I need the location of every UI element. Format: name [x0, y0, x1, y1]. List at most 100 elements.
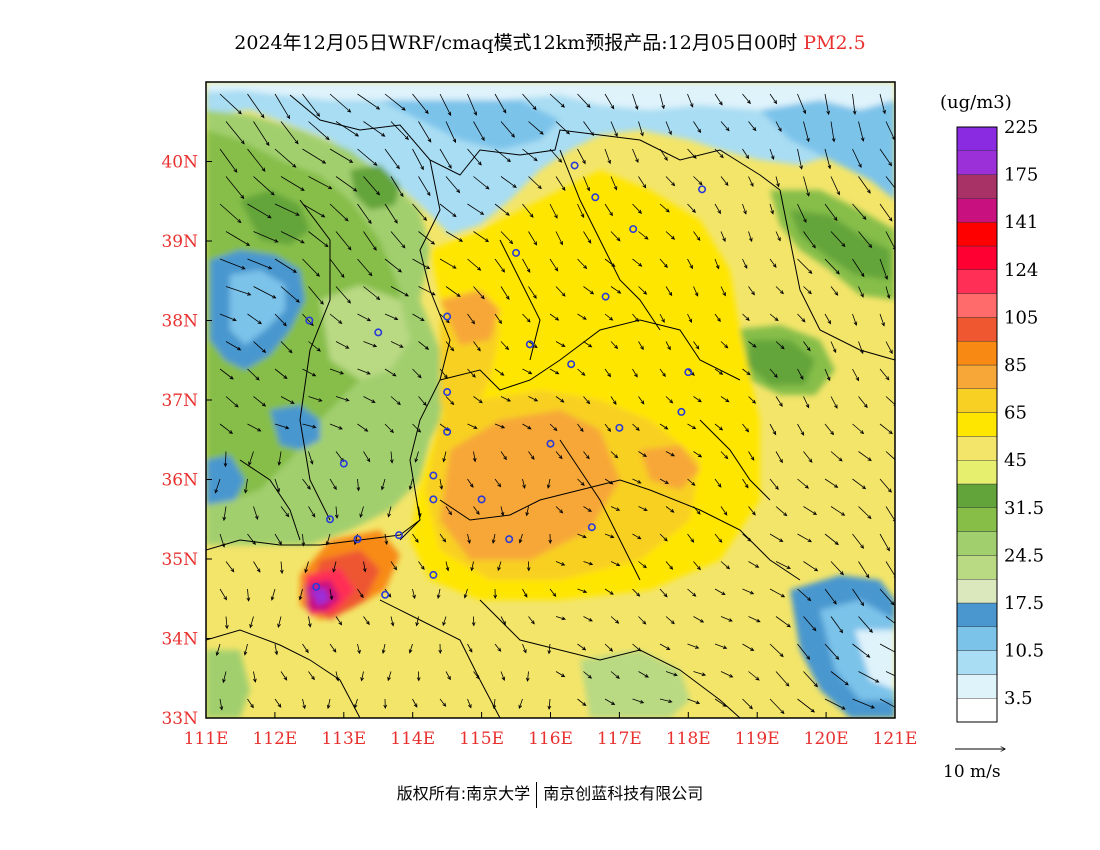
wind-vector — [471, 616, 476, 627]
wind-vector — [583, 396, 591, 405]
station-marker — [587, 523, 596, 532]
wind-vector — [473, 341, 481, 352]
wind-vector — [334, 506, 339, 519]
wind-vector — [438, 643, 443, 655]
colorbar: 3.5 10.5 17.5 24.5 31.5 45 65 85 105 124 141 175 225 — [956, 117, 1044, 723]
wind-vector — [335, 286, 351, 304]
wind-vector — [858, 176, 871, 194]
wind-vector — [414, 451, 419, 463]
wind-vector — [522, 258, 531, 274]
wind-vector — [329, 368, 345, 375]
wind-vector — [632, 313, 639, 323]
colorbar-bin — [956, 507, 998, 532]
wind-vector — [329, 203, 349, 222]
wind-vector — [384, 423, 394, 434]
wind-vector — [769, 148, 775, 160]
wind-vector — [494, 313, 503, 325]
wind-vector — [693, 396, 702, 403]
wind-vector — [885, 671, 895, 677]
wind-vector — [390, 616, 395, 627]
wind-vector — [638, 506, 648, 511]
wind-vector — [720, 231, 726, 243]
wind-vector — [604, 643, 614, 652]
wind-vector — [335, 176, 358, 192]
wind-vector — [473, 121, 485, 142]
wind-vector — [632, 368, 638, 378]
wind-vector — [302, 698, 306, 710]
wind-vector — [332, 561, 337, 573]
wind-vector — [720, 451, 729, 460]
wind-vector — [803, 561, 819, 572]
wind-vector — [528, 396, 539, 402]
colorbar-label: 175 — [1004, 165, 1038, 186]
lat-tick-label: 40N — [161, 153, 198, 173]
wind-vector — [416, 671, 421, 682]
wind-vector — [879, 588, 895, 606]
wind-vector — [659, 148, 668, 161]
station-marker — [339, 459, 348, 468]
wind-vector — [803, 451, 813, 463]
wind-vector — [467, 148, 482, 166]
wind-vector — [280, 231, 305, 244]
colorbar-bin — [956, 150, 998, 175]
wind-vector — [518, 698, 523, 710]
wind-vector — [522, 203, 534, 218]
wind-vector — [381, 643, 386, 654]
city-stations — [305, 161, 707, 599]
wind-vector — [638, 176, 647, 189]
wind-vector — [632, 478, 642, 484]
wind-vector — [439, 258, 457, 269]
wind-vector — [494, 93, 507, 114]
wind-vector — [748, 121, 757, 132]
colorbar-bin — [956, 674, 998, 699]
wind-vector — [665, 396, 674, 404]
wind-vector — [243, 478, 248, 494]
wind-vector — [687, 533, 695, 543]
wind-vector — [442, 451, 447, 463]
wind-vector — [439, 148, 452, 169]
wind-vector — [442, 616, 447, 627]
wind-vector — [797, 423, 805, 436]
wind-vector — [439, 368, 448, 379]
wind-vector — [638, 561, 647, 569]
wind-vector — [219, 698, 224, 711]
wind-vector — [302, 258, 320, 277]
wind-vector — [885, 231, 895, 251]
wind-vector — [610, 341, 619, 350]
wind-vector — [274, 368, 288, 380]
title-main: 2024年12月05日WRF/cmaq模式12km预报产品:12月05日00时 — [234, 32, 798, 54]
wind-vector — [748, 451, 755, 461]
colorbar-bin — [956, 174, 998, 199]
wind-vector — [769, 313, 779, 322]
station-marker — [429, 570, 438, 579]
wind-vector — [665, 506, 675, 513]
wind-vector — [577, 423, 584, 433]
wind-vector — [463, 588, 468, 599]
wind-vector — [610, 286, 622, 294]
wind-vector — [879, 423, 893, 435]
wind-vector — [748, 561, 760, 568]
wind-vector — [879, 258, 888, 280]
wind-vector — [714, 478, 722, 488]
wind-vector — [357, 313, 372, 322]
lon-tick-label: 111E — [184, 729, 229, 749]
wind-vector — [225, 286, 252, 296]
wind-vector — [518, 533, 523, 544]
wind-vector — [549, 368, 560, 375]
wind-vector — [380, 478, 386, 491]
wind-vector — [687, 588, 697, 597]
wind-vector — [879, 533, 890, 552]
wind-vector — [418, 561, 425, 571]
wind-vector — [390, 396, 401, 406]
wind-vector — [824, 368, 831, 382]
wind-vector — [247, 313, 262, 325]
wind-vector — [797, 313, 806, 323]
wind-vector — [555, 341, 566, 347]
wind-vector — [720, 671, 734, 678]
wind-vector — [280, 671, 288, 681]
wind-vector — [335, 231, 352, 251]
wind-vector — [308, 451, 314, 465]
wind-vector — [638, 121, 644, 137]
wind-vector — [769, 93, 778, 105]
wind-vector — [445, 671, 451, 681]
